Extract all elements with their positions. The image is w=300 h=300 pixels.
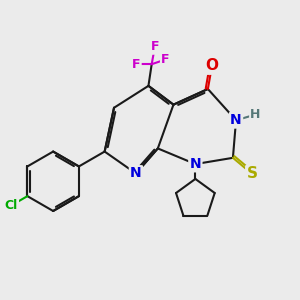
Text: O: O <box>206 58 218 74</box>
Text: F: F <box>151 40 159 53</box>
Text: S: S <box>247 167 258 182</box>
Text: F: F <box>161 53 170 66</box>
Text: N: N <box>130 167 142 181</box>
Text: Cl: Cl <box>4 199 18 212</box>
Text: F: F <box>132 58 140 71</box>
Text: H: H <box>250 108 261 121</box>
Text: N: N <box>230 113 242 127</box>
Text: N: N <box>190 157 201 171</box>
